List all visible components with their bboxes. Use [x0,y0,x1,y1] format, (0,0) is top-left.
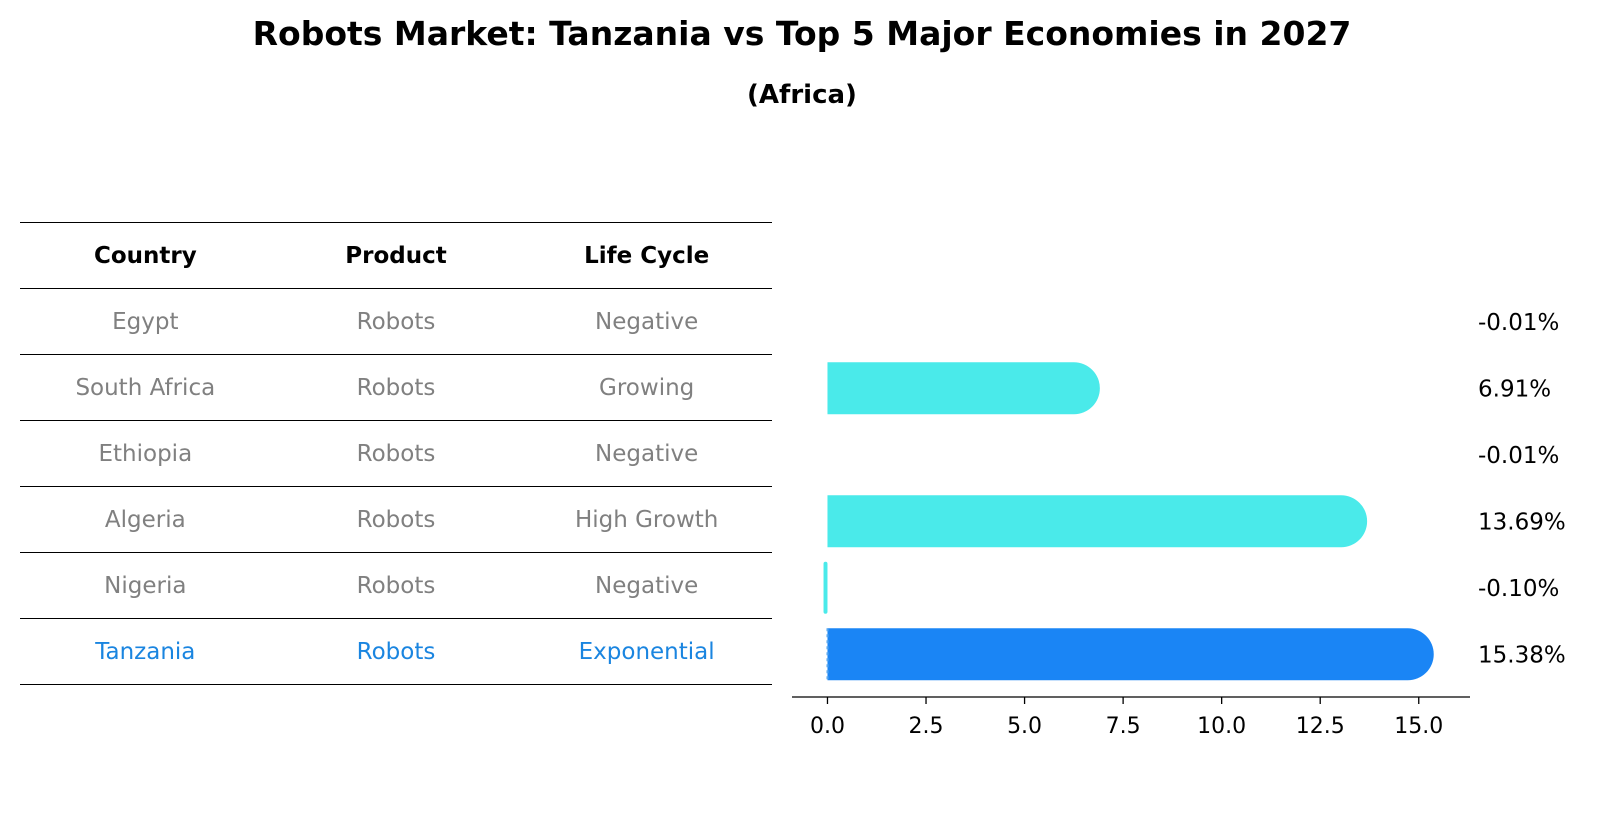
cell-life-cycle: High Growth [521,486,772,553]
table-row: Algeria Robots High Growth [20,486,772,553]
cell-country: Algeria [20,486,271,553]
header-product: Product [270,222,522,289]
bar-value-label: 15.38% [1478,642,1566,668]
cell-country: South Africa [20,354,271,421]
cell-product: Robots [270,288,522,355]
cell-life-cycle: Exponential [521,618,772,685]
cell-product: Robots [270,420,522,487]
cell-product: Robots [270,486,522,553]
x-tick-label: 12.5 [1296,714,1345,739]
bar-south-africa [827,362,1100,415]
cell-product: Robots [270,552,522,619]
table-row: South Africa Robots Growing [20,354,772,421]
bar-value-label: -0.01% [1478,310,1559,336]
market-table: Country Product Life Cycle Egypt Robots … [20,222,772,685]
bar-tanzania [827,628,1434,681]
bar-egypt [827,296,828,348]
cell-country: Tanzania [20,618,271,685]
cell-country: Nigeria [20,552,271,619]
bar-nigeria [823,561,828,614]
bar-algeria [827,495,1368,548]
x-tick-label: 5.0 [1007,714,1042,739]
x-tick-label: 15.0 [1394,714,1443,739]
table-row-highlight: Tanzania Robots Exponential [20,618,772,685]
bar-value-label: -0.10% [1478,576,1559,602]
bar-value-label: 13.69% [1478,509,1566,535]
cell-country: Egypt [20,288,271,355]
table-row: Egypt Robots Negative [20,288,772,355]
cell-product: Robots [270,354,522,421]
cell-life-cycle: Negative [521,420,772,487]
header-country: Country [20,222,271,289]
bar-value-label: 6.91% [1478,376,1551,402]
cell-life-cycle: Growing [521,354,772,421]
x-tick-label: 10.0 [1197,714,1246,739]
cell-country: Ethiopia [20,420,271,487]
bar-value-label: -0.01% [1478,443,1559,469]
table-row: Nigeria Robots Negative [20,552,772,619]
table-header-row: Country Product Life Cycle [20,222,772,289]
x-tick-label: 2.5 [909,714,944,739]
header-life-cycle: Life Cycle [521,222,772,289]
x-tick-label: 7.5 [1106,714,1141,739]
cell-product: Robots [270,618,522,685]
cell-life-cycle: Negative [521,552,772,619]
chart-title: Robots Market: Tanzania vs Top 5 Major E… [252,14,1352,53]
x-tick-label: 0.0 [810,714,845,739]
bar-ethiopia [827,429,828,481]
chart-subtitle: (Africa) [747,80,857,110]
table-row: Ethiopia Robots Negative [20,420,772,487]
cell-life-cycle: Negative [521,288,772,355]
